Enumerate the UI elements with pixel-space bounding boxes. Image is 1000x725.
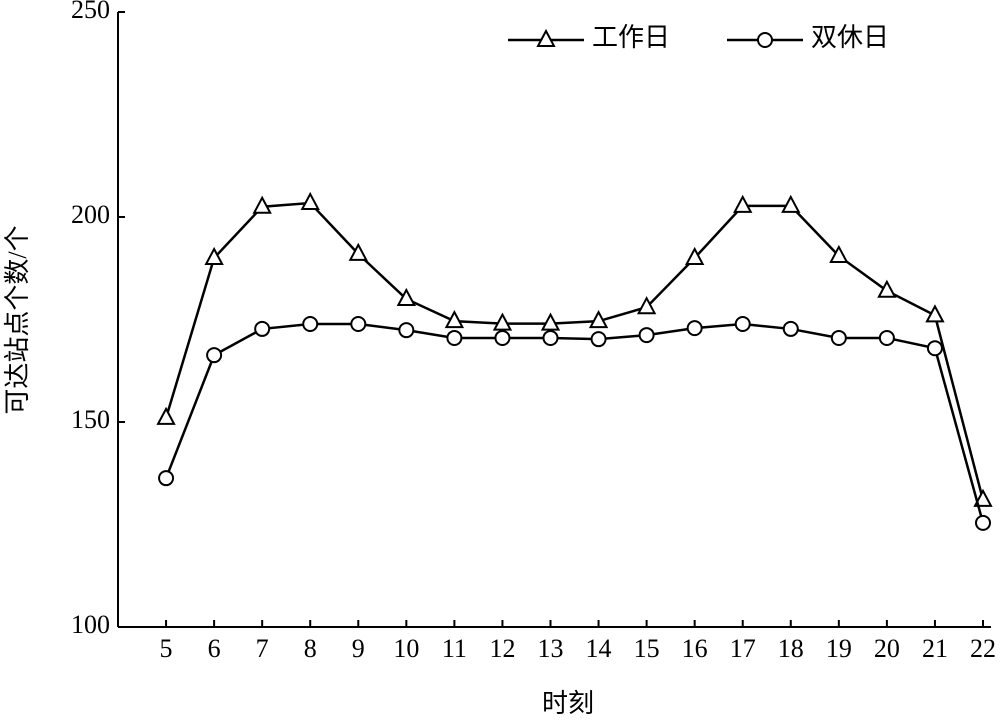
- data-point: [733, 194, 753, 213]
- legend-marker: [757, 32, 773, 48]
- data-point: [877, 279, 897, 298]
- legend-label: 工作日: [592, 23, 670, 52]
- data-point: [588, 310, 609, 329]
- data-point: [206, 347, 223, 364]
- data-point: [638, 327, 655, 344]
- data-point: [590, 331, 607, 348]
- data-point: [350, 316, 367, 333]
- data-point: [444, 310, 465, 329]
- data-point: [975, 514, 991, 531]
- data-point: [540, 312, 561, 331]
- y-tick-label: 200: [71, 200, 110, 229]
- x-tick-label: 19: [826, 634, 852, 663]
- data-point: [542, 329, 559, 346]
- data-point: [492, 312, 513, 331]
- x-axis-label: 时刻: [542, 689, 594, 718]
- data-point: [829, 244, 849, 263]
- data-point: [926, 340, 943, 357]
- data-point: [734, 316, 751, 333]
- x-tick-label: 10: [393, 634, 419, 663]
- y-tick-label: 250: [71, 0, 110, 24]
- data-point: [686, 320, 703, 337]
- x-tick-label: 18: [778, 634, 804, 663]
- legend-marker: [536, 28, 556, 47]
- x-tick-label: 7: [256, 634, 269, 663]
- data-point: [636, 296, 657, 315]
- data-point: [685, 246, 705, 265]
- data-point: [158, 470, 175, 487]
- data-point: [254, 320, 271, 337]
- data-point: [973, 488, 993, 507]
- data-point: [830, 329, 847, 346]
- x-tick-label: 20: [874, 634, 900, 663]
- x-tick-label: 11: [442, 634, 467, 663]
- data-point: [252, 195, 272, 214]
- x-tick-label: 9: [352, 634, 365, 663]
- legend-label: 双休日: [811, 23, 889, 52]
- x-tick-label: 5: [160, 634, 173, 663]
- series-line: [164, 322, 985, 524]
- data-point: [494, 329, 511, 346]
- x-tick-label: 21: [922, 634, 948, 663]
- data-point: [348, 242, 368, 261]
- data-point: [156, 406, 176, 425]
- data-point: [925, 304, 945, 323]
- x-tick-label: 8: [304, 634, 317, 663]
- x-tick-label: 12: [489, 634, 515, 663]
- data-point: [782, 320, 799, 337]
- data-point: [302, 316, 319, 333]
- data-point: [781, 194, 801, 213]
- x-tick-label: 22: [970, 634, 996, 663]
- data-point: [396, 287, 416, 306]
- x-tick-label: 6: [208, 634, 221, 663]
- y-tick-label: 100: [71, 610, 110, 639]
- x-tick-label: 17: [730, 634, 756, 663]
- data-point: [204, 246, 224, 265]
- y-axis-label: 可达站点个数/个: [3, 225, 32, 414]
- x-tick-label: 13: [538, 634, 564, 663]
- data-point: [878, 329, 895, 346]
- x-tick-label: 14: [586, 634, 612, 663]
- data-point: [446, 329, 463, 346]
- series-line: [164, 201, 985, 501]
- data-point: [398, 322, 415, 339]
- x-tick-label: 15: [634, 634, 660, 663]
- x-tick-label: 16: [682, 634, 708, 663]
- y-tick-label: 150: [71, 405, 110, 434]
- data-point: [300, 191, 320, 211]
